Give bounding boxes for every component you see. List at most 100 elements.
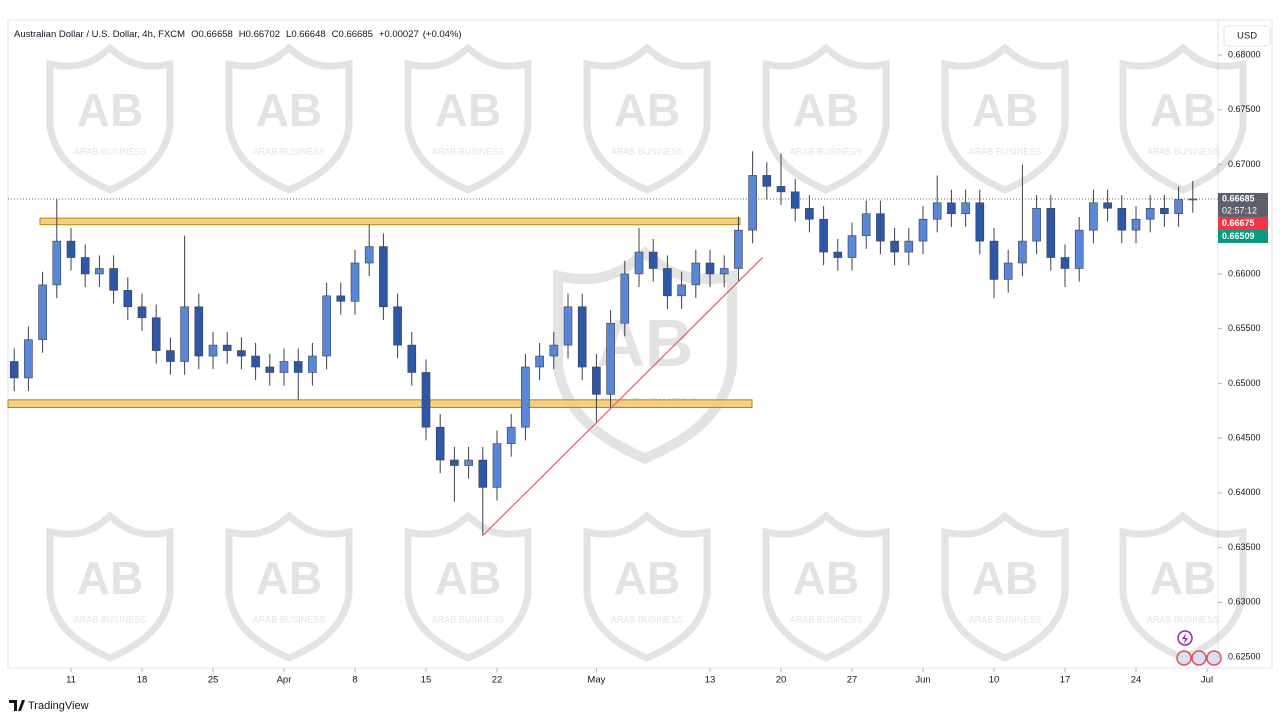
candle-body [109,268,118,291]
candle-body [492,443,502,488]
candle-body [407,344,417,373]
watermark-shield [941,43,1069,194]
candle-body [634,251,644,275]
y-tick-label: 0.67000 [1228,159,1261,169]
brand-icon [9,700,25,711]
candle-body [379,246,388,308]
watermark-logo: AB ARAB BUSINESS [762,43,890,194]
lightning-glyph [1182,633,1188,644]
watermark-logo: AB ARAB BUSINESS [1119,511,1247,662]
tradingview-logo[interactable]: TradingView [9,700,89,712]
candle-body [1074,229,1084,269]
watermark-text: ARAB BUSINESS [432,146,505,156]
watermark-logo: AB ARAB BUSINESS [583,43,711,194]
watermark-logo: AB ARAB BUSINESS [404,511,532,662]
header-text: L [286,29,291,40]
candle-body [194,306,204,357]
chart-frame [7,19,1273,669]
candle-body [762,175,772,187]
watermark-text: ARAB BUSINESS [790,614,863,624]
candle-body [293,361,303,373]
candle-body [1032,207,1041,242]
header-text: Australian Dollar / U.S. Dollar, 4h, FXC… [14,29,185,40]
candle-body [1131,218,1141,231]
header-text: 0.66658 [198,29,232,40]
candle-body [606,322,615,395]
watermark-text: ARAB BUSINESS [432,614,505,624]
watermark-text: ARAB BUSINESS [969,146,1042,156]
candle-body [251,355,260,368]
y-tick-label: 0.64000 [1228,487,1261,497]
currency-box[interactable] [1223,25,1271,47]
candle-body [663,268,672,297]
y-tick-label: 0.64500 [1228,433,1261,443]
x-tick-label: Apr [277,675,292,686]
candle-body [166,350,175,362]
header-text: O [191,29,198,40]
x-tick-label: May [587,675,605,686]
candle-body [421,372,431,428]
watermark-shield [583,43,711,194]
candle-body [705,262,715,275]
watermark-mark: AB [1150,552,1216,604]
indicator-label: 0.66509 [1222,231,1255,241]
x-tick-label: Jun [915,675,930,686]
candle-body [350,262,360,302]
flag-icon [1176,650,1192,666]
currency: USD [1237,31,1257,42]
x-tick-label: 10 [989,675,1000,686]
header-text: 0.66648 [291,29,325,40]
candle-body [535,355,544,368]
candle-body [876,213,885,242]
watermark-mark: AB [256,84,322,136]
watermark-shield [762,511,890,662]
candle-body [748,175,757,231]
candle-body [52,240,62,286]
watermark-logo: AB ARAB BUSINESS [1119,43,1247,194]
candle-body [1003,262,1013,280]
watermark-shield [404,43,532,194]
candle-body [1018,240,1027,264]
support-resistance-zone [39,217,741,226]
y-tick-label: 0.66000 [1228,268,1261,278]
candle-body [364,246,374,264]
watermark-mark: AB [77,84,143,136]
candle-body [137,306,147,319]
candle-body [975,202,985,242]
watermark-shield [404,511,532,662]
candle-body [237,350,246,357]
watermark-logo: AB ARAB BUSINESS [583,511,711,662]
candle-body [322,295,331,357]
candle-body [549,344,559,357]
candle-body [1089,202,1098,231]
watermark-logo: AB ARAB BUSINESS [46,511,174,662]
last-price-badge [1218,192,1268,217]
watermark-mark: AB [614,552,680,604]
candle-body [861,213,871,236]
event-icons[interactable] [1176,630,1222,666]
plot-area [7,151,1218,536]
watermark-mark: AB [793,552,859,604]
header-text: +0.00027 [379,29,419,40]
candle-body [989,240,999,280]
watermark-mark: AB [972,552,1038,604]
candle-body [95,268,104,275]
x-tick-label: 8 [352,675,357,686]
y-tick-label: 0.63500 [1228,542,1261,552]
watermarks: AB ARAB BUSINESS AB ARAB BUSINESS AB ARAB BUS… [46,43,1247,662]
candle-body [776,186,786,193]
candle-body [819,218,828,253]
watermark-logo: AB ARAB BUSINESS [404,43,532,194]
watermark-logo: AB ARAB BUSINESS [941,43,1069,194]
candle-body [506,426,516,444]
candle-body [890,240,899,253]
watermark-logo: AB ARAB BUSINESS [941,511,1069,662]
watermark-logo: AB ARAB BUSINESS [225,43,353,194]
candle-body [947,202,956,215]
candle-body [450,459,459,466]
indicator-badge [1218,229,1268,243]
indicator-badge [1218,216,1268,230]
y-tick-label: 0.62500 [1228,651,1261,661]
candle-body [24,339,33,379]
watermark-text: ARAB BUSINESS [253,614,326,624]
